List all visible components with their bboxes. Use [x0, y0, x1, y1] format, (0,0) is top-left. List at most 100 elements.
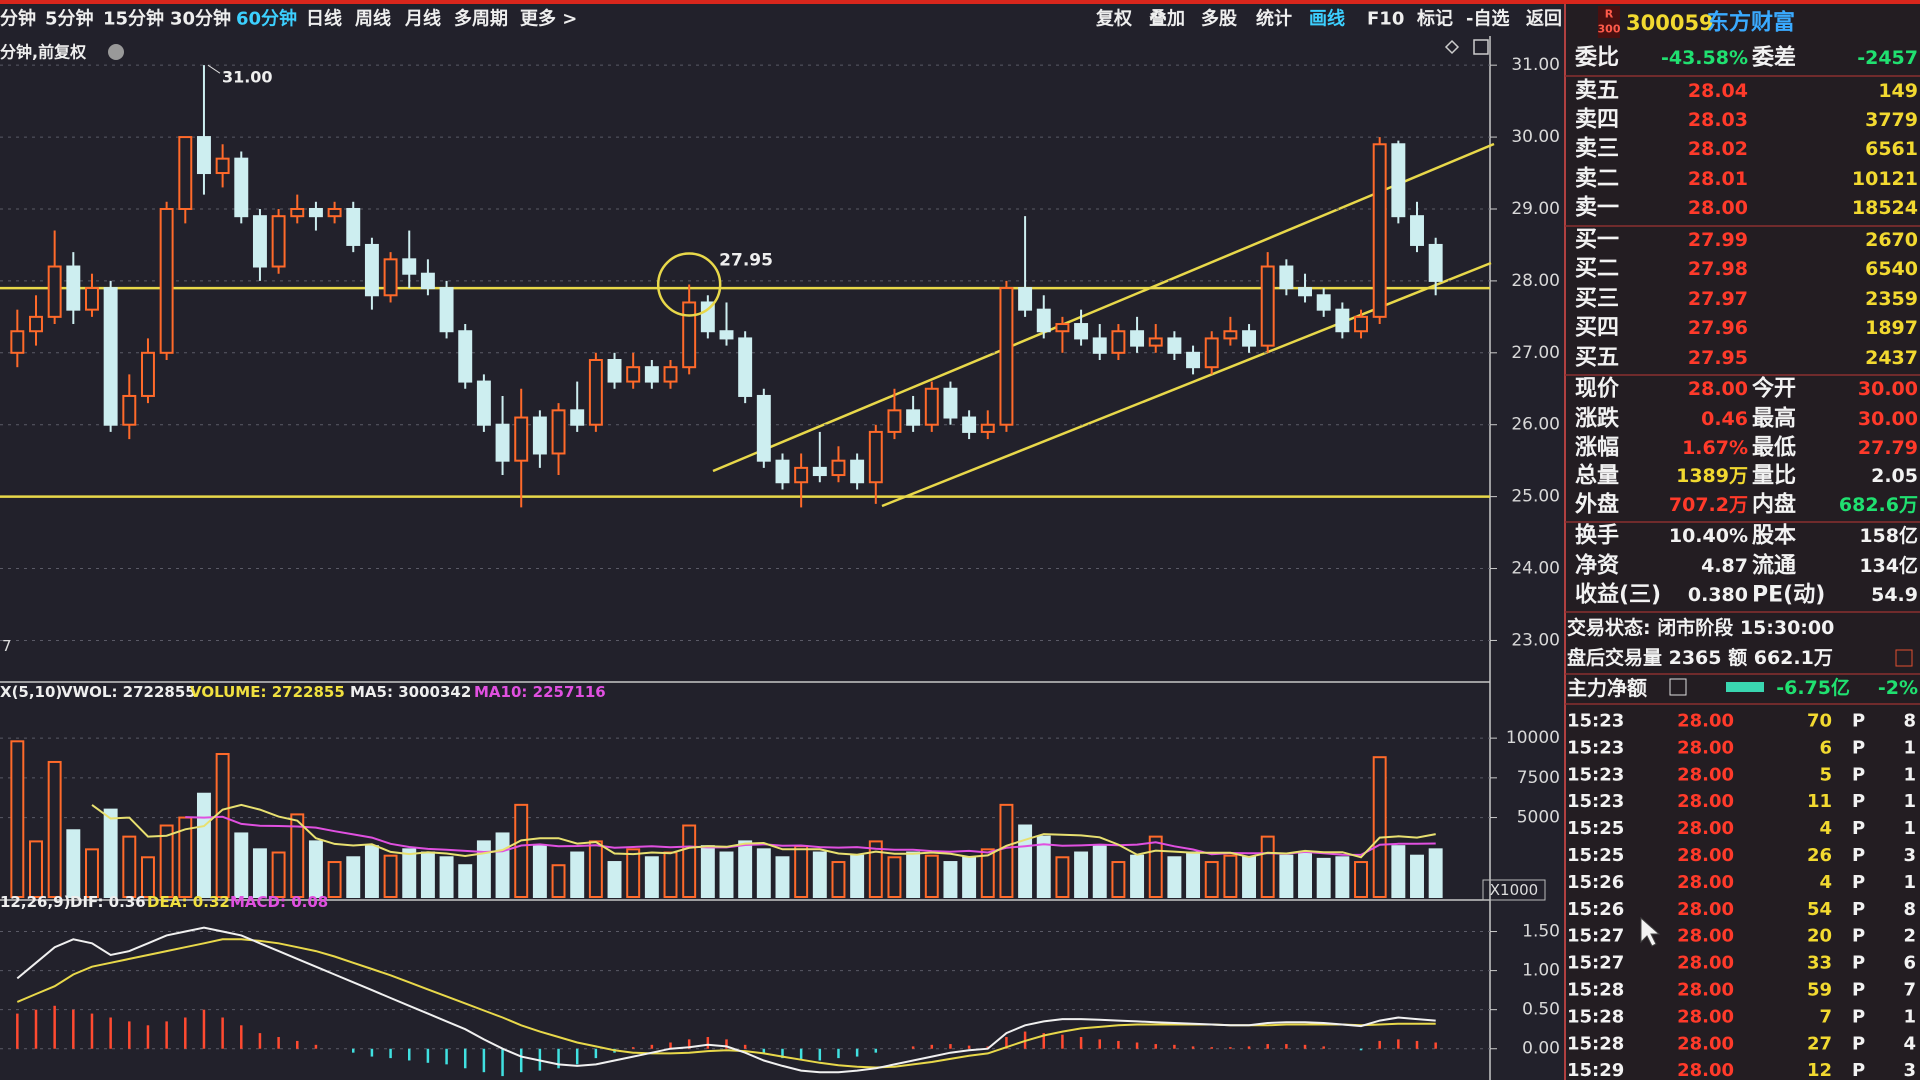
row-value: 682.6万 [1839, 494, 1918, 516]
candle-body [85, 287, 99, 311]
icon-panel[interactable] [1473, 39, 1489, 55]
stock-name: 东方财富 [1707, 10, 1795, 36]
toolbar-item[interactable]: 5分钟 [45, 8, 94, 30]
volume-bar [1391, 845, 1406, 899]
volume-bar [570, 851, 585, 898]
toolbar-item[interactable]: 返回 [1526, 9, 1562, 30]
volume-bar [85, 848, 99, 898]
trade-price: 28.00 [1677, 872, 1734, 893]
toolbar-item[interactable]: 叠加 [1149, 9, 1185, 30]
trend-channel-lower [881, 261, 1492, 508]
toolbar-item[interactable]: 标记 [1416, 8, 1453, 30]
candle-body [234, 157, 249, 218]
toolbar-item[interactable]: 日线 [306, 8, 342, 30]
toolbar-item[interactable]: 统计 [1256, 8, 1292, 30]
toolbar-item[interactable]: 分钟 [0, 8, 36, 30]
candle-body [663, 366, 678, 383]
trade-price: 28.00 [1677, 737, 1734, 758]
volume-bar [812, 851, 827, 898]
toolbar-item[interactable]: 60分钟 [236, 8, 297, 30]
trade-time: 15:25 [1567, 845, 1624, 866]
trade-volume: 27 [1807, 1033, 1832, 1054]
volume-bar [364, 845, 379, 899]
volume-bar [943, 861, 958, 899]
trade-count: 7 [1903, 980, 1916, 1001]
trade-time: 15:26 [1567, 872, 1624, 893]
book-label: 卖一 [1575, 195, 1619, 221]
candle-body [999, 287, 1014, 426]
candle-body [1279, 265, 1294, 290]
trade-price: 28.00 [1677, 1060, 1734, 1080]
y-tick-label: 0.50 [1522, 1000, 1560, 1020]
volume-bar [1204, 861, 1219, 899]
candle-body [1428, 243, 1443, 282]
y-tick-label: 10000 [1506, 728, 1560, 748]
status-icon[interactable] [1895, 649, 1913, 667]
toolbar-item[interactable]: 多股 [1201, 8, 1238, 30]
trade-flag: P [1852, 737, 1865, 758]
indicator-header: X(5,10) [0, 683, 62, 701]
volume-bar [196, 792, 211, 899]
row-label: 内盘 [1752, 492, 1796, 518]
toolbar-item[interactable]: -自选 [1466, 8, 1509, 30]
status-line: 交易状态: 闭市阶段 15:30:00 [1567, 616, 1834, 639]
volume-bar [551, 864, 566, 899]
volume-bar [159, 824, 174, 898]
y-tick-label: 27.00 [1511, 343, 1560, 363]
trade-flag: P [1852, 711, 1865, 732]
book-price: 28.03 [1688, 109, 1748, 131]
candle-body [1186, 351, 1201, 369]
icon-diamond[interactable] [1444, 39, 1460, 55]
candle-body [1391, 143, 1406, 218]
volume-bar [1410, 854, 1424, 898]
toolbar-item[interactable]: 30分钟 [170, 8, 231, 30]
toolbar-item[interactable]: 多周期 [454, 8, 508, 30]
book-volume: 2437 [1865, 347, 1918, 369]
y-tick-label: 0.00 [1522, 1039, 1560, 1059]
volume-bar [962, 856, 977, 899]
main-force-pct: -2% [1878, 677, 1918, 699]
trade-time: 15:27 [1567, 926, 1624, 947]
candle-body [215, 157, 230, 175]
candle-body [570, 409, 585, 426]
subtitle-icon[interactable] [108, 44, 124, 60]
row-label: 总量 [1575, 463, 1619, 489]
volume-bar [644, 856, 659, 899]
candle-body [738, 337, 753, 397]
trade-count: 3 [1903, 845, 1916, 866]
trade-volume: 7 [1819, 1006, 1832, 1027]
volume-bar [1130, 854, 1145, 898]
volume-bar [47, 760, 62, 898]
candle-body [252, 215, 267, 268]
toolbar-item[interactable]: 更多 > [520, 8, 577, 30]
toolbar-item[interactable]: 复权 [1095, 8, 1133, 30]
candle-body [47, 265, 62, 318]
dif-line [16, 926, 1436, 1074]
book-volume: 149 [1878, 80, 1918, 102]
main-force-icon[interactable] [1669, 678, 1687, 696]
toolbar-item[interactable]: 画线 [1309, 8, 1345, 30]
trade-volume: 4 [1819, 818, 1832, 839]
candle-body [831, 459, 846, 477]
left-note: 7 [2, 637, 12, 655]
quote-panel-bg [1565, 4, 1920, 1080]
badge: R [1605, 8, 1614, 21]
toolbar-item[interactable]: F10 [1367, 9, 1404, 30]
row-label: 流通 [1752, 553, 1796, 579]
volume-bar [271, 851, 286, 898]
row-value: 54.9 [1871, 584, 1918, 606]
toolbar-item[interactable]: 月线 [404, 8, 441, 30]
row-value: 1389万 [1676, 465, 1748, 487]
volume-bar [327, 861, 342, 899]
volume-bar [1148, 835, 1163, 898]
circle-label: 27.95 [719, 250, 773, 270]
volume-bar [700, 845, 715, 899]
row-value: 0.380 [1688, 584, 1748, 606]
chart-subtitle: 分钟,前复权 [0, 43, 87, 62]
row-label: 涨幅 [1575, 436, 1619, 461]
indicator-header: MACD: 0.08 [230, 893, 328, 911]
candle-body [458, 330, 473, 383]
candle-body [775, 459, 790, 484]
toolbar-item[interactable]: 15分钟 [103, 8, 164, 30]
toolbar-item[interactable]: 周线 [355, 8, 391, 30]
